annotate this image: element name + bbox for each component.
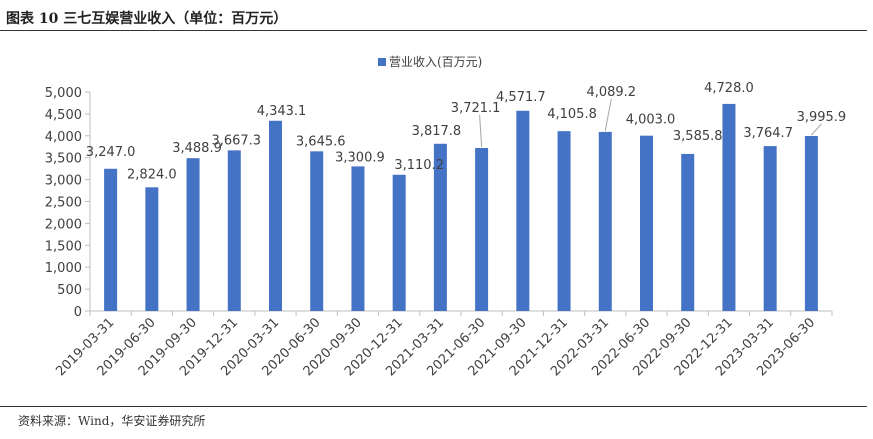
bar: [598, 131, 612, 311]
bar: [475, 148, 489, 311]
bar: [557, 131, 571, 311]
data-label-leader: [479, 114, 483, 148]
y-tick-label: 500: [57, 283, 82, 298]
data-label: 3,585.8: [673, 129, 723, 144]
data-label: 4,003.0: [626, 113, 676, 128]
y-tick-label: 3,500: [45, 152, 82, 167]
y-axis: 0 500 1,000 1,500 2,000 2,500 3,000 3,500 4,000 4…: [45, 86, 91, 320]
bar: [763, 146, 777, 311]
source-rule: [0, 406, 867, 407]
bar: [186, 158, 200, 311]
bar: [351, 166, 365, 311]
source-note: 资料来源：Wind，华安证券研究所: [18, 414, 206, 428]
figure-title: 图表 10 三七互娱营业收入（单位：百万元）: [6, 11, 288, 27]
bar-series: [104, 103, 818, 311]
bar: [310, 151, 324, 311]
y-tick-label: 5,000: [45, 86, 82, 101]
data-label-leader: [811, 123, 822, 136]
data-label: 3,300.9: [335, 150, 385, 165]
data-label: 2,824.0: [127, 167, 177, 182]
legend-swatch: [378, 58, 386, 66]
bar: [722, 103, 736, 311]
y-tick-label: 0: [74, 305, 82, 320]
data-label: 3,721.1: [451, 101, 501, 116]
bar: [640, 135, 653, 311]
y-tick-label: 2,000: [45, 217, 82, 232]
bar: [145, 187, 159, 311]
bar: [392, 174, 406, 311]
data-labels: 3,247.0 2,824.0 3,488.93,667.3 4,343.1 3,645…: [86, 81, 846, 182]
data-label: 4,728.0: [704, 81, 754, 96]
data-label: 4,571.7: [496, 90, 546, 105]
bar: [516, 110, 530, 311]
data-label: 3,247.0: [86, 145, 136, 160]
x-axis: 2019-03-312019-06-302019-09-302019-12-31…: [53, 310, 833, 379]
data-label: 4,343.1: [257, 104, 307, 119]
bar: [227, 150, 241, 311]
data-label-leader: [604, 98, 612, 131]
bar: [804, 135, 818, 311]
data-label: 3,667.3: [211, 133, 261, 148]
y-tick-label: 2,500: [45, 196, 82, 211]
data-label: 4,105.8: [547, 107, 597, 122]
chart-legend: 营业收入(百万元): [378, 55, 482, 69]
data-label: 3,995.9: [797, 110, 847, 125]
y-tick-label: 1,000: [45, 261, 82, 276]
y-tick-label: 4,500: [45, 108, 82, 123]
bar: [681, 153, 695, 311]
data-label: 3,764.7: [743, 126, 793, 141]
data-label: 3,645.6: [296, 134, 346, 149]
data-label: 3,110.2: [394, 158, 444, 173]
bar: [104, 168, 118, 311]
y-tick-label: 4,000: [45, 130, 82, 145]
y-tick-label: 1,500: [45, 239, 82, 254]
data-label: 3,488.9: [172, 141, 222, 156]
title-rule: [0, 30, 867, 31]
bar: [433, 143, 447, 311]
y-tick-label: 3,000: [45, 174, 82, 189]
legend-label: 营业收入(百万元): [389, 55, 482, 69]
data-label: 3,817.8: [412, 124, 462, 139]
data-label: 4,089.2: [586, 85, 636, 100]
bar: [269, 120, 282, 311]
